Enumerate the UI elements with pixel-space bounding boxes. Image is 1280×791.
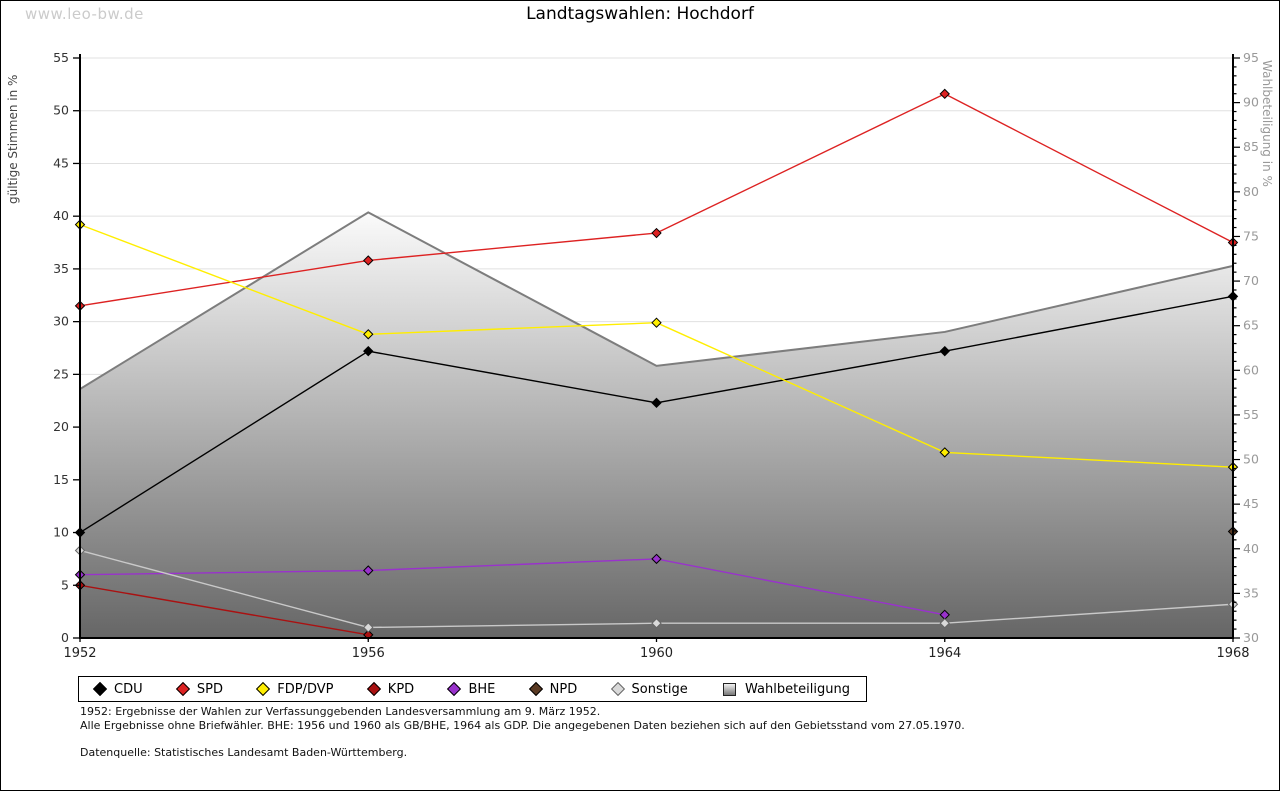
series-marker (651, 397, 662, 409)
series-line-fdp-dvp (79, 223, 369, 335)
legend-label: CDU (114, 681, 143, 697)
left-tick-label: 50 (53, 103, 69, 118)
series-marker (651, 317, 662, 328)
series-marker (651, 553, 662, 565)
series-line-cdu (656, 350, 945, 404)
series-line-bhe (368, 558, 657, 572)
right-tick-label: 55 (1243, 407, 1259, 422)
right-tick-label: 45 (1243, 496, 1259, 511)
left-tick-label: 5 (61, 577, 69, 592)
right-tick-label: 65 (1243, 318, 1259, 333)
series-marker (939, 618, 950, 629)
footnotes: 1952: Ergebnisse der Wahlen zur Verfassu… (80, 705, 965, 732)
x-tick-label: 1952 (63, 646, 96, 661)
series-marker (651, 618, 662, 629)
series-line-spd (656, 93, 946, 234)
legend-item-bhe: BHE (447, 681, 496, 697)
legend-item-sonstige: Sonstige (610, 681, 688, 697)
right-tick-label: 85 (1243, 139, 1259, 154)
series-line-cdu (944, 295, 1234, 352)
x-tick-label: 1964 (928, 646, 961, 661)
series-line-bhe (79, 569, 369, 576)
legend-diamond-swatch-icon (610, 681, 625, 697)
series-line-fdp-dvp (368, 321, 657, 335)
watermark: www.leo-bw.de (25, 5, 144, 23)
wahlbeteiligung-area (80, 212, 1233, 638)
series-line-bhe (656, 558, 945, 616)
left-tick-label: 20 (53, 419, 69, 434)
legend-item-cdu: CDU (92, 681, 143, 697)
left-tick-label: 40 (53, 208, 69, 223)
series-line-cdu (368, 350, 657, 404)
wahlbeteiligung-edge (79, 211, 1234, 390)
right-tick-label: 80 (1243, 184, 1259, 199)
legend-label: Wahlbeteiligung (744, 681, 850, 697)
left-tick-label: 55 (53, 50, 69, 65)
series-line-sonstige (79, 549, 369, 629)
series-line-cdu (79, 350, 369, 534)
left-tick-label: 0 (61, 630, 69, 645)
left-tick-label: 30 (53, 314, 69, 329)
right-tick-label: 50 (1243, 452, 1259, 467)
series-line-spd (944, 93, 1234, 244)
series-marker (939, 345, 950, 357)
chart-title: Landtagswahlen: Hochdorf (526, 4, 754, 24)
legend-item-npd: NPD (528, 681, 578, 697)
left-tick-label: 15 (53, 472, 69, 487)
legend-diamond-swatch-icon (92, 681, 108, 697)
legend-label: KPD (387, 681, 415, 697)
legend-label: SPD (196, 681, 223, 697)
legend-item-kpd: KPD (366, 681, 415, 697)
legend-diamond-swatch-icon (366, 681, 381, 697)
series-marker (363, 345, 374, 357)
x-tick-label: 1960 (640, 646, 673, 661)
left-tick-label: 35 (53, 261, 69, 276)
legend-diamond-swatch-icon (528, 681, 543, 697)
series-line-sonstige (944, 603, 1234, 624)
series-marker (939, 447, 950, 458)
legend-label: FDP/DVP (277, 681, 334, 697)
series-marker (363, 255, 374, 266)
right-tick-label: 35 (1243, 585, 1259, 600)
x-tick-label: 1968 (1216, 646, 1249, 661)
right-tick-label: 95 (1243, 50, 1259, 65)
series-marker (651, 227, 662, 239)
series-line-spd (368, 232, 657, 262)
legend-label: BHE (468, 681, 496, 697)
legend-item-wahlbeteiligung: Wahlbeteiligung (722, 681, 850, 697)
footnote-line-1: 1952: Ergebnisse der Wahlen zur Verfassu… (80, 705, 601, 718)
right-tick-label: 75 (1243, 228, 1259, 243)
right-tick-label: 40 (1243, 541, 1259, 556)
right-tick-label: 70 (1243, 273, 1259, 288)
legend-item-spd: SPD (175, 681, 223, 697)
data-source-note: Datenquelle: Statistisches Landesamt Bad… (80, 746, 408, 759)
legend-label: Sonstige (631, 681, 688, 697)
left-tick-label: 25 (53, 366, 69, 381)
legend-label: NPD (549, 681, 578, 697)
series-line-fdp-dvp (656, 322, 946, 454)
series-marker (363, 622, 374, 633)
right-tick-label: 60 (1243, 362, 1259, 377)
legend-item-fdp-dvp: FDP/DVP (256, 681, 334, 697)
legend-square-swatch-icon (722, 682, 736, 696)
x-tick-label: 1956 (352, 646, 385, 661)
legend: CDU SPD FDP/DVP KPD BHE NPD Sonstige Wahlbeteil… (78, 676, 867, 702)
series-line-kpd (79, 584, 369, 636)
right-tick-label: 30 (1243, 630, 1259, 645)
right-tick-label: 90 (1243, 95, 1259, 110)
left-tick-label: 45 (53, 155, 69, 170)
legend-diamond-swatch-icon (175, 681, 190, 697)
legend-diamond-swatch-icon (447, 681, 462, 697)
series-line-sonstige (368, 622, 657, 629)
series-line-spd (79, 259, 369, 307)
footnote-line-2: Alle Ergebnisse ohne Briefwähler. BHE: 1… (80, 718, 965, 732)
legend-diamond-swatch-icon (256, 681, 271, 697)
series-line-fdp-dvp (944, 451, 1234, 468)
series-marker (939, 88, 950, 100)
series-marker (363, 565, 374, 576)
left-tick-label: 10 (53, 525, 69, 540)
series-marker (363, 329, 374, 340)
